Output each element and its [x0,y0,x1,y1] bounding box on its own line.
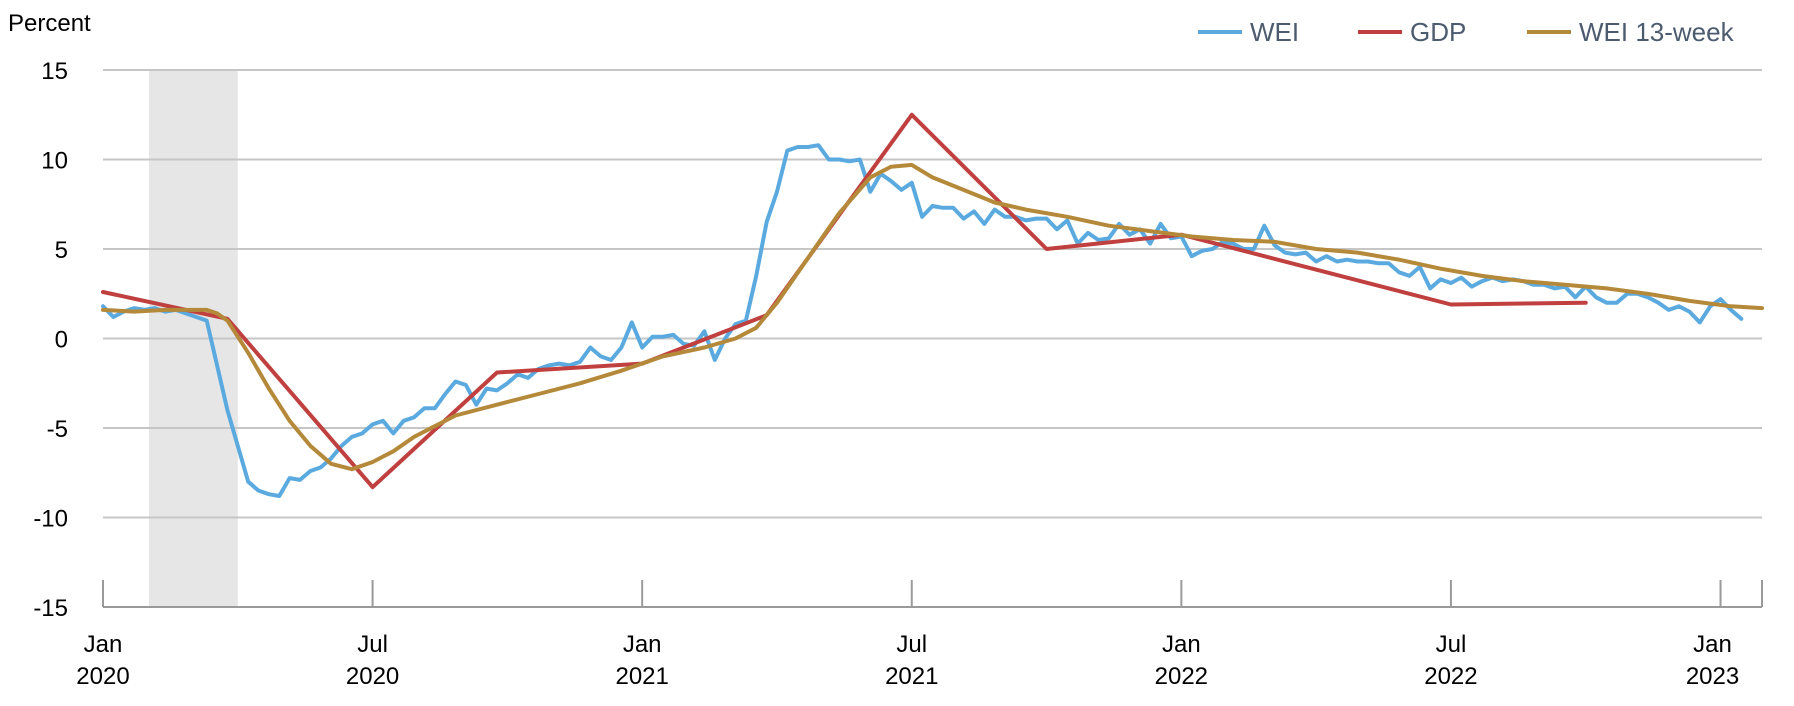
x-tick-year-6: 2023 [1686,663,1739,690]
y-tick-label-15: 15 [41,58,68,85]
x-tick-year-0: 2020 [76,663,129,690]
x-tick-year-2: 2021 [615,663,668,690]
legend-label-wei: WEI [1250,17,1299,47]
legend-label-wei-13-week: WEI 13-week [1579,17,1735,47]
y-tick-label-15: -15 [33,595,68,622]
x-tick-year-3: 2021 [885,663,938,690]
x-tick-year-4: 2022 [1155,663,1208,690]
series-lines [101,112,1764,498]
x-tick-month-1: Jul [357,631,388,658]
series-line-wei-13-week [101,162,1764,472]
y-axis: 15 10 5 0 -5 -10 -15 [33,58,68,622]
x-tick-year-5: 2022 [1424,663,1477,690]
legend-label-gdp: GDP [1410,17,1466,47]
y-tick-label-5: 5 [55,237,68,264]
legend-entry-gdp: GDP [1358,17,1466,47]
x-tick-month-3: Jul [896,631,927,658]
x-tick-month-0: Jan [84,631,123,658]
x-axis: Jan 2020 Jul 2020 Jan 2021 Jul 2021 Jan 2022 Jul 20… [76,580,1763,690]
legend-entry-wei-13-week: WEI 13-week [1527,17,1735,47]
series-line-wei [101,143,1744,498]
y-tick-label-10: -10 [33,506,68,533]
y-tick-label-10: 10 [41,148,68,175]
legend-entry-wei: WEI [1198,17,1299,47]
x-tick-month-4: Jan [1162,631,1201,658]
y-tick-label-0: 0 [55,327,68,354]
x-tick-year-1: 2020 [346,663,399,690]
y-tick-label-5: -5 [47,416,68,443]
x-tick-month-6: Jan [1693,631,1732,658]
legend: WEI GDP WEI 13-week [1198,17,1735,47]
series-line-gdp [101,112,1588,490]
y-axis-unit-label: Percent [8,10,91,37]
x-tick-month-5: Jul [1436,631,1467,658]
x-tick-month-2: Jan [623,631,662,658]
gridlines [103,69,1762,519]
